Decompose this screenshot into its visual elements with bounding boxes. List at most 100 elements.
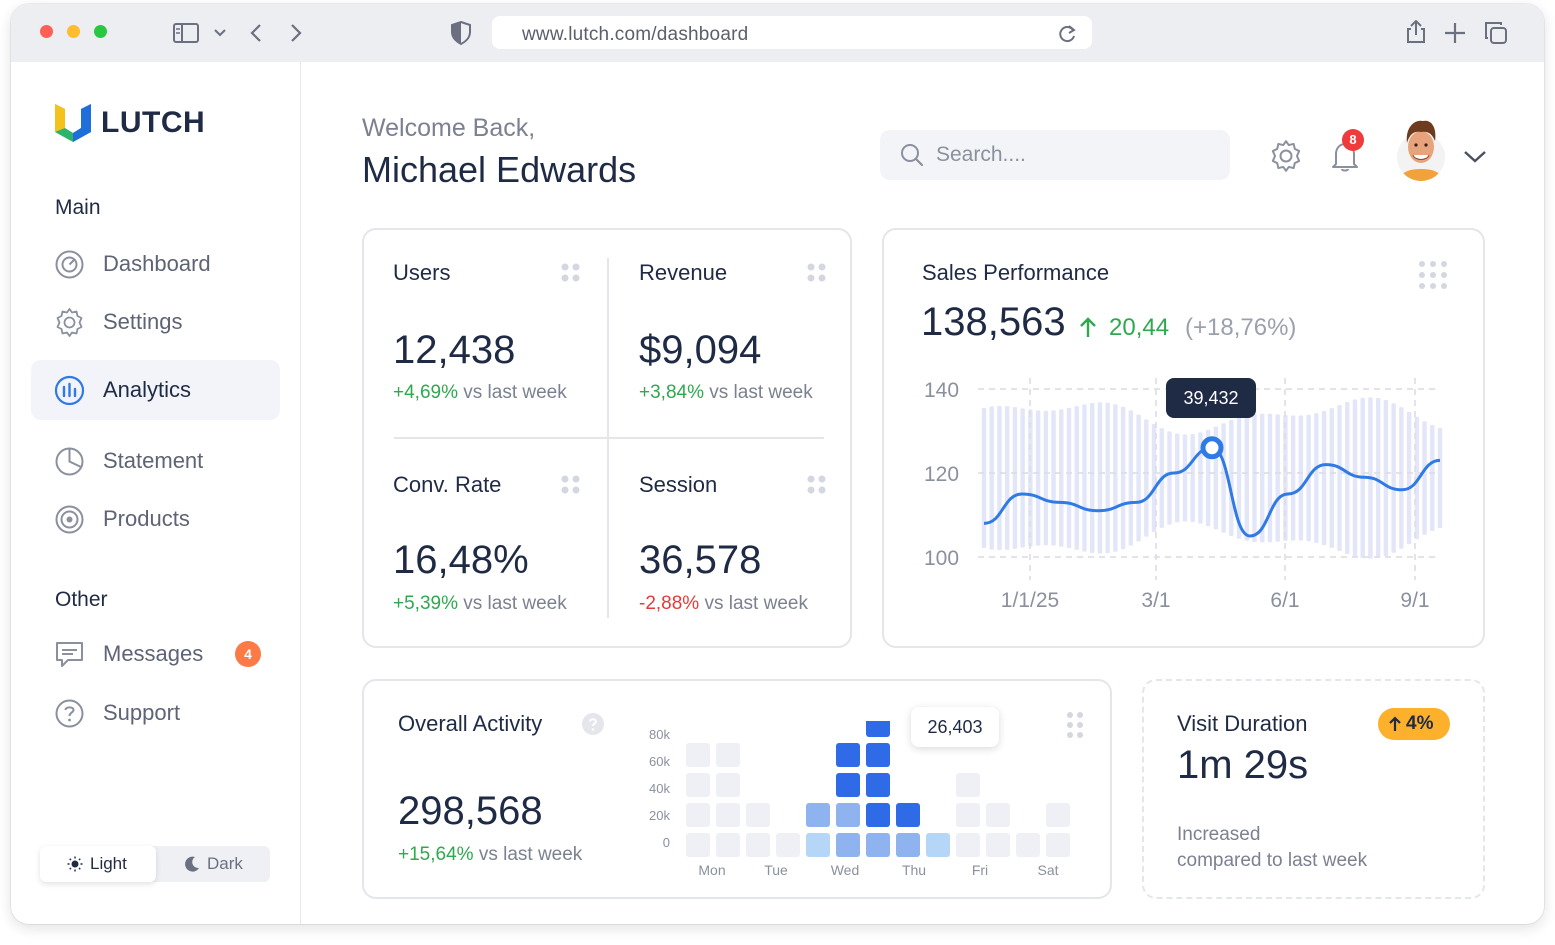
sidebar: LUTCH Main Dashboard Settings <box>11 62 301 924</box>
reload-icon[interactable] <box>1057 24 1077 44</box>
stat-value: $9,094 <box>639 328 762 372</box>
sales-bar <box>1252 414 1257 542</box>
sales-bar <box>1082 404 1087 552</box>
browser-toolbar: www.lutch.com/dashboard <box>11 4 1544 62</box>
light-theme-button[interactable]: Light <box>40 846 156 882</box>
overall-activity-heatmap: 80k 60k 40k 20k 0 Mon Tue Wed Thu Fri Sat <box>649 721 1070 878</box>
close-window-button[interactable] <box>40 25 53 38</box>
stat-delta: +3,84% vs last week <box>639 382 813 404</box>
sales-bar <box>1074 406 1079 550</box>
activity-cell <box>686 773 710 797</box>
sidebar-item-analytics[interactable]: Analytics <box>31 360 280 420</box>
search-input[interactable] <box>936 140 1216 170</box>
lutch-logo-icon <box>55 104 91 142</box>
activity-cell <box>1046 833 1070 857</box>
activity-cell <box>986 833 1010 857</box>
drag-handle-icon[interactable] <box>806 474 828 496</box>
help-icon[interactable] <box>581 712 605 736</box>
activity-cell <box>686 743 710 767</box>
activity-cell <box>1046 803 1070 827</box>
activity-cell <box>746 803 770 827</box>
new-tab-icon[interactable] <box>1444 22 1466 44</box>
sales-bar <box>1321 410 1327 546</box>
profile-chevron-down-icon[interactable] <box>1463 150 1487 164</box>
sales-performance-change-pct: (+18,76%) <box>1185 314 1297 341</box>
tabs-overview-icon[interactable] <box>1484 21 1508 45</box>
dark-theme-label: Dark <box>207 854 243 873</box>
sales-bar <box>1422 421 1427 535</box>
other-section-label: Other <box>55 588 108 611</box>
activity-y-tick-label: 40k <box>649 781 670 796</box>
drag-handle-icon[interactable] <box>1066 711 1084 739</box>
back-arrow-icon[interactable] <box>249 23 263 43</box>
sales-bar <box>1406 411 1412 545</box>
sales-bar <box>1182 434 1188 522</box>
theme-toggle: Light Dark <box>40 846 270 882</box>
sales-x-tick-label: 1/1/25 <box>1001 589 1059 612</box>
sidebar-item-settings[interactable]: Settings <box>31 292 280 352</box>
drag-handle-icon[interactable] <box>806 262 828 284</box>
activity-x-tick-label: Mon <box>698 862 725 878</box>
sales-bar <box>1236 417 1242 539</box>
url-text: www.lutch.com/dashboard <box>522 24 749 45</box>
sidebar-item-statement[interactable]: Statement <box>31 431 280 491</box>
chat-icon <box>56 642 83 667</box>
brand-name: LUTCH <box>101 106 206 139</box>
sales-y-tick-label: 120 <box>924 463 959 486</box>
overall-activity-delta-suffix: vs last week <box>478 844 583 865</box>
activity-cell <box>806 803 830 827</box>
dark-theme-button[interactable]: Dark <box>168 846 268 882</box>
share-icon[interactable] <box>1405 20 1427 44</box>
sales-bar <box>997 405 1002 551</box>
minimize-window-button[interactable] <box>67 25 80 38</box>
arrow-up-icon <box>1389 716 1401 731</box>
gear-icon <box>56 308 83 337</box>
sales-bar <box>1151 423 1157 533</box>
sidebar-item-label: Products <box>103 506 190 531</box>
sales-bar <box>1113 404 1118 552</box>
drag-handle-icon[interactable] <box>560 262 582 284</box>
sales-bar <box>1167 431 1172 525</box>
sidebar-item-dashboard[interactable]: Dashboard <box>31 234 280 294</box>
browser-window: www.lutch.com/dashboard LUTCH Main <box>11 4 1544 924</box>
stat-delta: -2,88% vs last week <box>639 593 808 615</box>
activity-cell <box>686 803 710 827</box>
sidebar-item-label: Support <box>103 700 181 725</box>
sidebar-item-products[interactable]: Products <box>31 489 280 549</box>
sales-x-tick-label: 6/1 <box>1270 589 1299 612</box>
sales-bar <box>1221 423 1226 533</box>
search-box[interactable] <box>880 130 1230 180</box>
sales-bar <box>1105 402 1110 554</box>
maximize-window-button[interactable] <box>94 25 107 38</box>
activity-x-tick-label: Tue <box>764 862 788 878</box>
gauge-icon <box>55 250 84 279</box>
sales-bar <box>1290 415 1296 541</box>
overall-activity-card: Overall Activity 298,568 +15,64% vs last… <box>362 679 1112 899</box>
stat-delta-suffix: vs last week <box>463 593 567 614</box>
sidebar-item-messages[interactable]: Messages 4 <box>31 624 280 684</box>
activity-cell <box>956 803 980 827</box>
activity-cell <box>956 773 980 797</box>
forward-arrow-icon[interactable] <box>289 23 303 43</box>
address-bar[interactable]: www.lutch.com/dashboard <box>492 16 1092 49</box>
drag-handle-icon[interactable] <box>560 474 582 496</box>
sidebar-item-support[interactable]: Support <box>31 683 280 743</box>
sales-highlight-point[interactable] <box>1200 436 1224 460</box>
more-options-icon[interactable] <box>1418 260 1448 290</box>
sales-bar <box>1399 407 1404 549</box>
visit-duration-value: 1m 29s <box>1177 743 1309 787</box>
sales-bar <box>1175 433 1180 523</box>
activity-x-tick-label: Thu <box>902 862 926 878</box>
visit-duration-note-line1: Increased <box>1177 824 1261 845</box>
chevron-down-icon[interactable] <box>214 28 226 38</box>
sales-bar <box>1244 415 1249 541</box>
sidebar-toggle-icon[interactable] <box>173 23 199 43</box>
settings-gear-icon[interactable] <box>1269 139 1303 173</box>
user-name: Michael Edwards <box>362 149 637 190</box>
sales-bar <box>1059 409 1064 547</box>
stat-delta-value: +5,39% <box>393 593 458 614</box>
shield-icon[interactable] <box>451 21 471 45</box>
sales-bar <box>1090 403 1095 553</box>
activity-x-tick-label: Wed <box>831 862 860 878</box>
avatar[interactable] <box>1397 115 1445 181</box>
